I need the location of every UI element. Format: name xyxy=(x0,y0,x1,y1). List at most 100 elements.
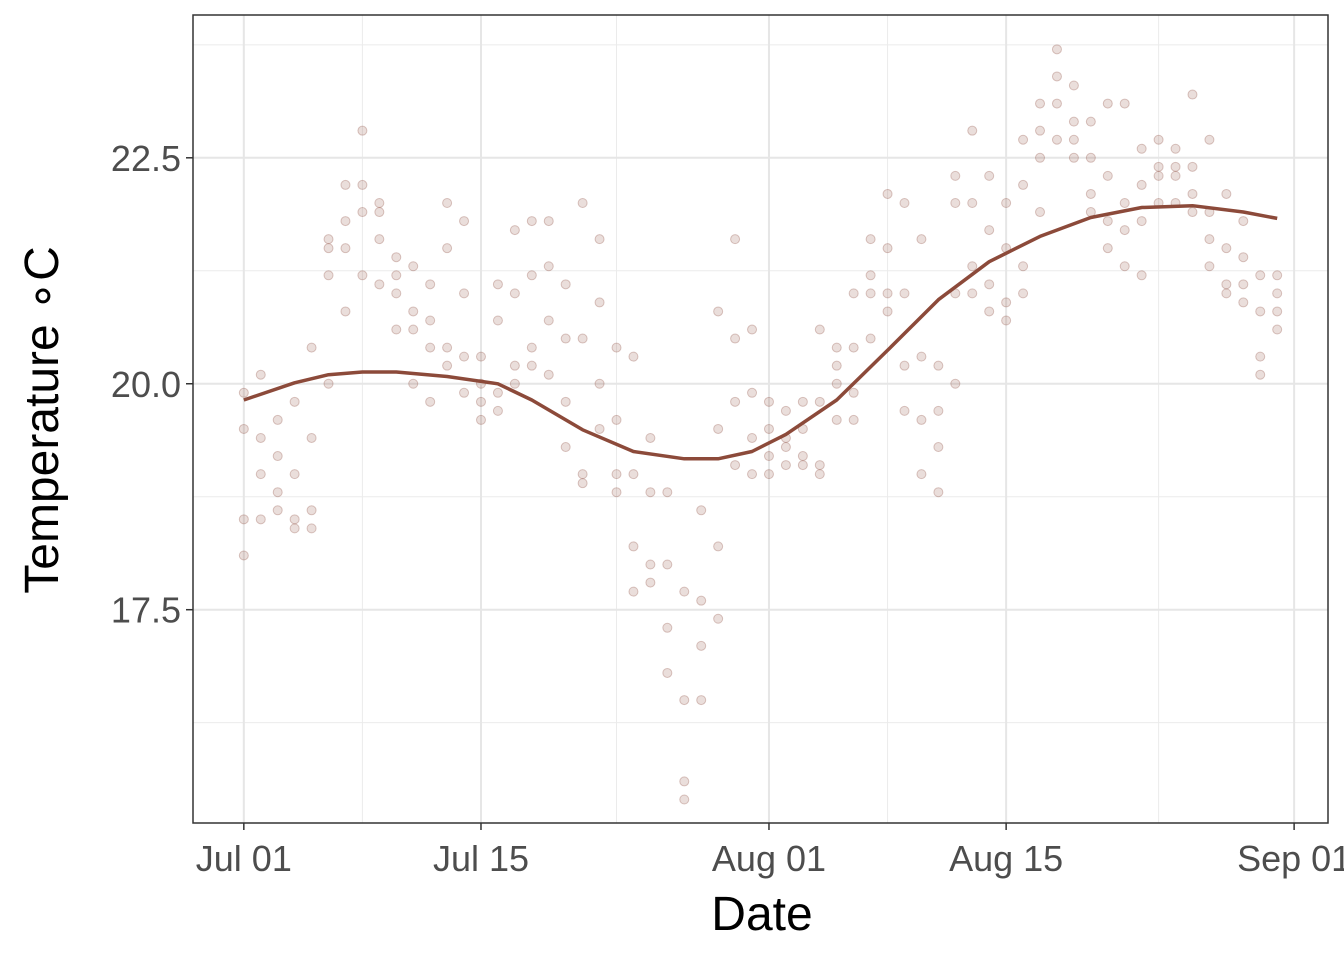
data-point xyxy=(984,306,995,317)
data-point xyxy=(374,234,385,245)
data-point xyxy=(289,523,300,534)
y-tick-label: 20.0 xyxy=(111,364,181,405)
data-point xyxy=(916,234,927,245)
data-point xyxy=(475,414,486,425)
data-point xyxy=(848,387,859,398)
data-point xyxy=(899,360,910,371)
data-point xyxy=(696,595,707,606)
data-point xyxy=(526,342,537,353)
data-point xyxy=(408,261,419,272)
data-point xyxy=(713,423,724,434)
data-point xyxy=(730,234,741,245)
data-point xyxy=(814,460,825,471)
data-point xyxy=(357,125,368,136)
data-point xyxy=(831,414,842,425)
data-point xyxy=(984,225,995,236)
data-point xyxy=(1035,207,1046,218)
data-point xyxy=(950,197,961,208)
y-tick-label: 22.5 xyxy=(111,138,181,179)
data-point xyxy=(289,469,300,480)
data-point xyxy=(255,469,266,480)
data-point xyxy=(865,333,876,344)
data-point xyxy=(763,423,774,434)
data-point xyxy=(442,342,453,353)
data-point xyxy=(1001,315,1012,326)
data-point xyxy=(594,297,605,308)
data-point xyxy=(509,225,520,236)
data-point xyxy=(272,414,283,425)
data-point xyxy=(1068,80,1079,91)
data-point xyxy=(459,351,470,362)
x-tick-label: Sep 01 xyxy=(1237,838,1344,879)
data-point xyxy=(255,432,266,443)
data-point xyxy=(1051,98,1062,109)
data-point xyxy=(730,333,741,344)
data-point xyxy=(933,442,944,453)
data-point xyxy=(645,432,656,443)
data-point xyxy=(713,541,724,552)
smooth-line xyxy=(243,203,1278,461)
data-point xyxy=(662,487,673,498)
data-point xyxy=(1001,297,1012,308)
data-point xyxy=(1187,161,1198,172)
data-point xyxy=(814,324,825,335)
data-point xyxy=(459,216,470,227)
data-point xyxy=(611,414,622,425)
data-point xyxy=(425,315,436,326)
data-point xyxy=(1204,134,1215,145)
data-point xyxy=(1018,261,1029,272)
data-point xyxy=(1255,306,1266,317)
data-point xyxy=(882,243,893,254)
data-point xyxy=(509,288,520,299)
data-point xyxy=(340,179,351,190)
y-tick-label: 17.5 xyxy=(111,590,181,631)
data-point xyxy=(747,387,758,398)
data-point xyxy=(1272,288,1283,299)
data-point xyxy=(323,234,334,245)
data-point xyxy=(696,695,707,706)
points xyxy=(238,44,1283,805)
data-point xyxy=(425,279,436,290)
data-point xyxy=(543,261,554,272)
data-point xyxy=(628,541,639,552)
data-point xyxy=(1018,288,1029,299)
data-point xyxy=(560,279,571,290)
data-point xyxy=(628,586,639,597)
data-point xyxy=(255,369,266,380)
data-point xyxy=(831,360,842,371)
data-point xyxy=(1102,216,1113,227)
data-point xyxy=(780,460,791,471)
data-point xyxy=(391,288,402,299)
data-point xyxy=(526,216,537,227)
data-point xyxy=(475,351,486,362)
data-point xyxy=(797,396,808,407)
data-point xyxy=(1068,152,1079,163)
data-point xyxy=(306,342,317,353)
data-point xyxy=(763,451,774,462)
data-point xyxy=(1001,197,1012,208)
data-point xyxy=(577,197,588,208)
data-point xyxy=(1204,261,1215,272)
data-point xyxy=(984,279,995,290)
data-point xyxy=(492,279,503,290)
data-point xyxy=(713,306,724,317)
x-tick-label: Aug 01 xyxy=(712,838,826,879)
data-point xyxy=(272,487,283,498)
data-point xyxy=(797,451,808,462)
data-point xyxy=(933,487,944,498)
data-point xyxy=(916,469,927,480)
data-point xyxy=(730,396,741,407)
data-point xyxy=(560,442,571,453)
data-point xyxy=(509,378,520,389)
data-point xyxy=(967,197,978,208)
data-point xyxy=(459,387,470,398)
data-point xyxy=(763,469,774,480)
data-point xyxy=(1102,98,1113,109)
data-point xyxy=(323,270,334,281)
data-point xyxy=(1035,125,1046,136)
data-point xyxy=(357,207,368,218)
data-point xyxy=(594,234,605,245)
data-point xyxy=(933,405,944,416)
data-point xyxy=(1119,261,1130,272)
data-point xyxy=(696,505,707,516)
